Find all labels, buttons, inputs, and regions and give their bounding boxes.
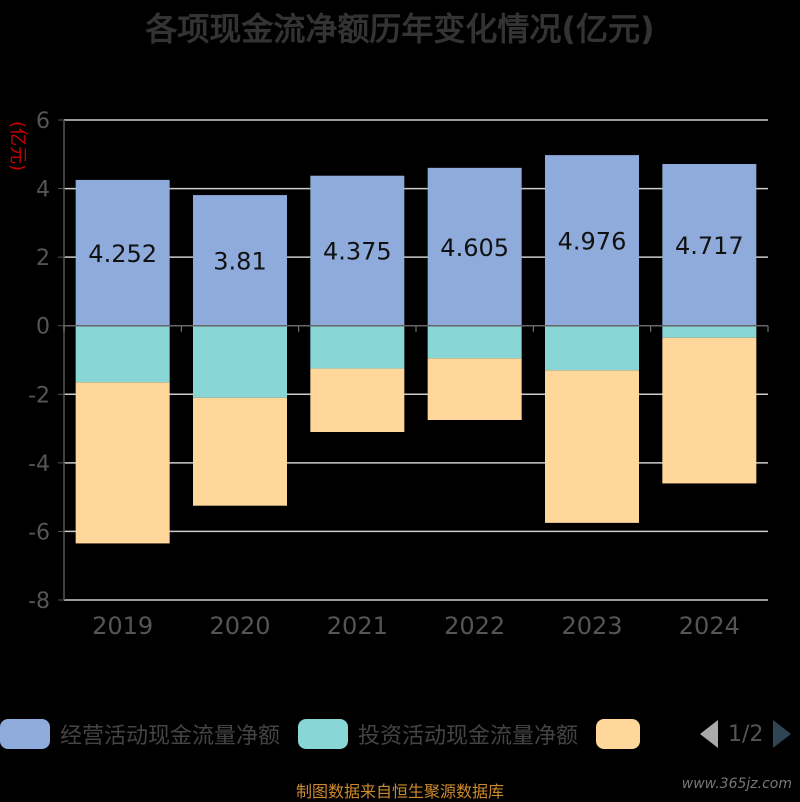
data-label: 4.252 [88, 240, 157, 268]
bar-1-2020[interactable] [193, 325, 287, 398]
chart-title: 各项现金流净额历年变化情况(亿元) [145, 10, 655, 48]
bar-1-2023[interactable] [545, 325, 639, 371]
bar-2-2022[interactable] [427, 358, 522, 420]
legend: 经营活动现金流量净额 投资活动现金流量净额 [0, 718, 668, 750]
x-tick-label: 2020 [209, 612, 270, 640]
x-tick-label: 2019 [92, 612, 153, 640]
legend-item-financing[interactable] [596, 719, 650, 749]
y-tick-label: 0 [36, 315, 50, 340]
bar-chart: 6 4 2 0 -2 -4 -6 -8 (亿元) 2019 2020 2021 2022 2023 2024… [7, 109, 769, 640]
footer-source: 制图数据来自恒生聚源数据库 [295, 782, 504, 801]
pager-text: 1/2 [728, 721, 764, 747]
bar-1-2022[interactable] [427, 325, 522, 359]
y-tick-label: 4 [36, 178, 50, 203]
footer-watermark: www.365jz.com [681, 776, 792, 792]
y-axis-label: (亿元) [7, 121, 28, 171]
legend-item-investing[interactable]: 投资活动现金流量净额 [298, 718, 578, 750]
bar-0-2023[interactable] [545, 155, 639, 326]
y-tick-label: -2 [28, 383, 50, 408]
bar-1-2021[interactable] [310, 325, 405, 369]
x-tick-label: 2023 [561, 612, 622, 640]
bar-0-2022[interactable] [427, 167, 522, 326]
bar-1-2024[interactable] [662, 325, 757, 338]
pager-prev-icon[interactable] [700, 720, 718, 748]
bar-2-2023[interactable] [545, 370, 639, 523]
label-layer: 4.252 3.81 4.375 4.605 4.976 4.717 [88, 227, 743, 275]
legend-swatch-financing [596, 719, 641, 749]
data-label: 3.81 [213, 247, 266, 275]
y-tick-label: -4 [28, 452, 50, 477]
bar-2-2019[interactable] [75, 382, 170, 544]
legend-pager: 1/2 [700, 718, 792, 750]
legend-item-operating[interactable]: 经营活动现金流量净额 [0, 718, 280, 750]
x-tick-label: 2022 [444, 612, 505, 640]
y-tick-label: -8 [28, 589, 50, 614]
y-tick-label: 6 [36, 109, 50, 134]
legend-swatch-operating [0, 719, 50, 749]
axis-layer: 6 4 2 0 -2 -4 -6 -8 (亿元) 2019 2020 2021 2022 2023 2024 [7, 109, 769, 640]
data-label: 4.976 [558, 227, 627, 255]
bar-0-2019[interactable] [75, 179, 170, 326]
data-label: 4.605 [440, 234, 509, 262]
grid-layer [64, 119, 768, 601]
pager-next-icon[interactable] [773, 720, 792, 748]
x-tick-label: 2024 [679, 612, 740, 640]
bar-0-2021[interactable] [310, 175, 405, 326]
bar-2-2024[interactable] [662, 337, 757, 484]
legend-swatch-investing [298, 719, 349, 749]
bar-1-2019[interactable] [75, 325, 170, 383]
data-label: 4.717 [675, 232, 744, 260]
x-tick-label: 2021 [327, 612, 388, 640]
bar-2-2020[interactable] [193, 397, 287, 506]
bar-0-2024[interactable] [662, 163, 757, 326]
bar-layer [75, 155, 757, 544]
legend-label-operating: 经营活动现金流量净额 [60, 724, 281, 749]
data-label: 4.375 [323, 238, 392, 266]
bar-0-2020[interactable] [193, 195, 287, 326]
bar-2-2021[interactable] [310, 368, 405, 432]
legend-label-investing: 投资活动现金流量净额 [358, 724, 579, 749]
y-tick-label: -6 [28, 520, 50, 545]
y-tick-label: 2 [36, 246, 50, 271]
